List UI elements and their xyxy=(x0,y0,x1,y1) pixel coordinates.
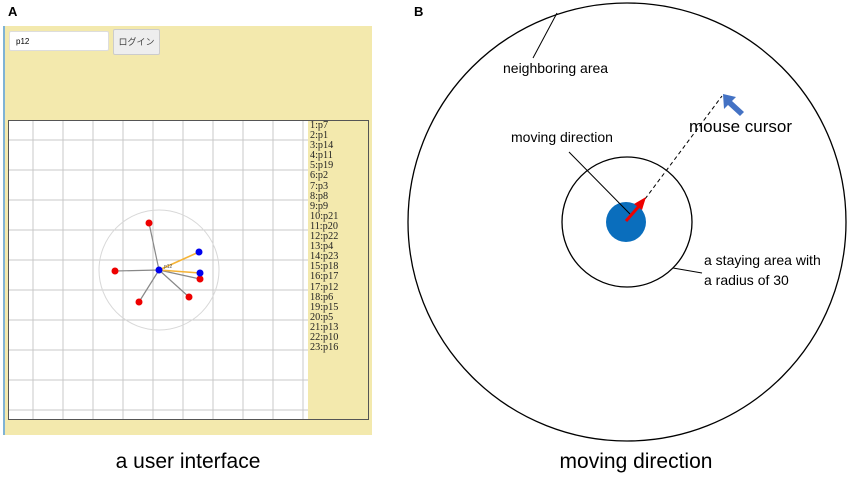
grid-canvas[interactable]: p12 xyxy=(8,120,369,420)
connection-line xyxy=(158,269,190,298)
direction-arrow-shaft xyxy=(624,204,642,222)
panel-a-label: A xyxy=(8,4,18,19)
staying-area-circle xyxy=(561,156,693,288)
user-node[interactable] xyxy=(185,293,193,301)
login-button[interactable]: ログイン xyxy=(113,29,160,55)
user-list-item[interactable]: 15:p18 xyxy=(310,261,339,273)
connection-line xyxy=(148,222,160,271)
user-node[interactable] xyxy=(195,248,203,256)
connection-line xyxy=(158,251,200,271)
user-list-item[interactable]: 20:p5 xyxy=(310,311,334,323)
user-list-item[interactable]: 23:p16 xyxy=(310,342,339,354)
user-id-input[interactable]: p12 xyxy=(9,31,109,51)
connection-line xyxy=(158,269,201,274)
moving-direction-leader xyxy=(568,151,631,215)
user-node[interactable] xyxy=(135,298,143,306)
user-list-item[interactable]: 13:p4 xyxy=(310,241,334,253)
panel-b-caption: moving direction xyxy=(559,450,713,473)
neighboring-area-label: neighboring area xyxy=(503,60,609,76)
user-list-item[interactable]: 18:p6 xyxy=(310,291,334,303)
user-list-item[interactable]: 8:p8 xyxy=(310,190,329,202)
self-node xyxy=(155,266,163,274)
user-list-item[interactable]: 4:p11 xyxy=(310,150,333,162)
user-list-item[interactable]: 5:p19 xyxy=(310,160,334,172)
connection-line xyxy=(114,269,160,272)
user-list-item[interactable]: 11:p20 xyxy=(310,220,338,232)
self-label: p12 xyxy=(164,264,173,270)
direction-arrow-head xyxy=(634,197,646,210)
mouse-cursor-label: mouse cursor xyxy=(689,117,792,136)
panel-a-caption: a user interface xyxy=(115,450,261,473)
user-list-item[interactable]: 17:p12 xyxy=(310,281,339,293)
user-list-item[interactable]: 3:p14 xyxy=(310,140,334,152)
user-list-item[interactable]: 19:p15 xyxy=(310,301,339,313)
user-list-item[interactable]: 2:p1 xyxy=(310,130,329,142)
connection-line xyxy=(138,269,160,303)
user-list-item[interactable]: 6:p2 xyxy=(310,170,329,182)
neighboring-area-circle xyxy=(407,2,847,442)
user-list-item[interactable]: 21:p13 xyxy=(310,321,339,333)
user-node[interactable] xyxy=(145,219,153,227)
user-list-item[interactable]: 9:p9 xyxy=(310,200,329,212)
mouse-cursor-icon xyxy=(723,94,744,116)
map-board[interactable]: p12 xyxy=(8,120,369,420)
moving-direction-label: moving direction xyxy=(511,129,613,145)
user-node[interactable] xyxy=(196,275,204,283)
cursor-path-dashed xyxy=(644,95,723,200)
neighboring-area-leader xyxy=(532,12,558,59)
user-list-item[interactable]: 7:p3 xyxy=(310,180,329,192)
user-list-item[interactable]: 14:p23 xyxy=(310,251,339,263)
user-list-item[interactable]: 12:p22 xyxy=(310,231,339,243)
user-dot xyxy=(606,202,646,242)
user-node[interactable] xyxy=(111,267,119,275)
staying-area-label-2: a radius of 30 xyxy=(704,272,789,288)
connection-line xyxy=(158,269,201,280)
user-list: 1:p7 2:p1 3:p14 4:p11 5:p19 6:p2 7:p3 8:p8 9:p9 1… xyxy=(310,120,368,354)
staying-area-leader xyxy=(672,267,703,274)
staying-area-label-1: a staying area with xyxy=(704,252,821,268)
user-list-item[interactable]: 22:p10 xyxy=(310,331,339,343)
neighbor-range-circle xyxy=(98,209,220,331)
user-node[interactable] xyxy=(196,269,204,277)
user-list-item[interactable]: 10:p21 xyxy=(310,210,339,222)
user-list-item[interactable]: 1:p7 xyxy=(310,120,329,131)
user-list-item[interactable]: 16:p17 xyxy=(310,271,339,283)
panel-b-label: B xyxy=(414,4,424,19)
